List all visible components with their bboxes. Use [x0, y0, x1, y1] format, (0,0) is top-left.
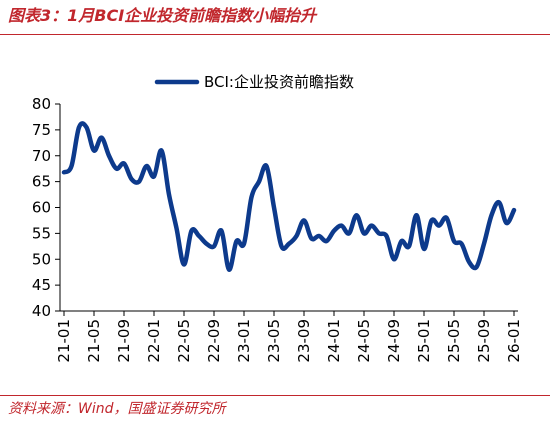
x-tick-label: 21-05: [85, 319, 103, 363]
data-point: [219, 229, 223, 233]
x-tick-label: 21-01: [55, 319, 73, 363]
data-point: [242, 242, 246, 246]
data-point: [204, 242, 208, 246]
y-tick-label: 75: [32, 121, 51, 139]
data-point: [212, 244, 216, 248]
data-point: [362, 231, 366, 235]
data-point: [62, 170, 66, 174]
data-point: [392, 257, 396, 261]
data-point: [257, 179, 261, 183]
data-point: [369, 223, 373, 227]
data-point: [92, 148, 96, 152]
data-point: [512, 208, 516, 212]
data-point: [377, 231, 381, 235]
data-point: [467, 260, 471, 264]
data-point: [99, 135, 103, 139]
figure-source: 资料来源：Wind，国盛证券研究所: [8, 401, 226, 417]
x-tick-label: 21-09: [115, 319, 133, 363]
data-point: [249, 195, 253, 199]
data-point: [414, 213, 418, 217]
data-point: [182, 262, 186, 266]
data-point: [422, 247, 426, 251]
y-tick-label: 60: [32, 199, 51, 217]
data-point: [429, 218, 433, 222]
figure-title: 图表3：1月BCI企业投资前瞻指数小幅抬升: [8, 6, 317, 25]
data-point: [294, 234, 298, 238]
data-point: [317, 234, 321, 238]
data-point: [174, 226, 178, 230]
data-point: [459, 242, 463, 246]
x-tick-label: 23-05: [265, 319, 283, 363]
source-rule: [0, 395, 550, 396]
data-point: [504, 221, 508, 225]
x-tick-label: 23-01: [235, 319, 253, 363]
data-point: [309, 236, 313, 240]
x-axis: 21-01 21-05 21-09 22-01 22-05 22-09 23-01 23-05…: [55, 310, 523, 363]
data-point: [272, 205, 276, 209]
data-point: [497, 200, 501, 204]
data-point: [452, 239, 456, 243]
x-tick-label: 24-05: [355, 319, 373, 363]
data-point: [227, 267, 231, 271]
data-point: [84, 125, 88, 129]
data-point: [159, 148, 163, 152]
x-tick-label: 22-09: [205, 319, 223, 363]
data-point: [122, 161, 126, 165]
data-point: [332, 229, 336, 233]
y-tick-label: 40: [32, 302, 51, 320]
data-point: [234, 239, 238, 243]
data-point: [69, 164, 73, 168]
x-tick-label: 25-09: [475, 319, 493, 363]
data-point: [197, 234, 201, 238]
y-tick-label: 50: [32, 250, 51, 268]
data-point: [189, 229, 193, 233]
data-point: [354, 213, 358, 217]
series-layer: [61, 121, 517, 272]
legend: BCI:企业投资前瞻指数: [154, 73, 354, 91]
data-point: [324, 239, 328, 243]
x-tick-label: 22-01: [145, 319, 163, 363]
data-point: [489, 213, 493, 217]
x-tick-label: 26-01: [505, 319, 523, 363]
y-tick-label: 55: [32, 224, 51, 242]
y-tick-label: 45: [32, 276, 51, 294]
data-point: [384, 234, 388, 238]
x-tick-label: 24-01: [325, 319, 343, 363]
legend-label: BCI:企业投资前瞻指数: [204, 73, 354, 91]
data-point: [77, 125, 81, 129]
data-point: [152, 174, 156, 178]
data-point: [339, 223, 343, 227]
x-tick-label: 23-09: [295, 319, 313, 363]
data-point: [482, 242, 486, 246]
data-point: [167, 192, 171, 196]
y-tick-label: 65: [32, 173, 51, 191]
title-rule: [0, 34, 550, 35]
data-point: [287, 242, 291, 246]
data-point: [137, 179, 141, 183]
data-point: [129, 177, 133, 181]
data-point: [107, 154, 111, 158]
data-point: [347, 231, 351, 235]
y-tick-label: 80: [32, 95, 51, 113]
series-line-bci: [61, 121, 517, 272]
data-point: [144, 164, 148, 168]
data-point: [114, 166, 118, 170]
x-tick-label: 24-09: [385, 319, 403, 363]
x-tick-label: 22-05: [175, 319, 193, 363]
data-point: [302, 218, 306, 222]
data-point: [437, 223, 441, 227]
data-point: [444, 216, 448, 220]
x-tick-label: 25-01: [415, 319, 433, 363]
y-axis: 40 45 50 55 60 65 70 75 80: [32, 95, 61, 320]
data-point: [399, 239, 403, 243]
data-point: [279, 244, 283, 248]
data-point: [474, 265, 478, 269]
x-tick-label: 25-05: [445, 319, 463, 363]
data-point: [407, 244, 411, 248]
y-tick-label: 70: [32, 147, 51, 165]
data-point: [264, 164, 268, 168]
